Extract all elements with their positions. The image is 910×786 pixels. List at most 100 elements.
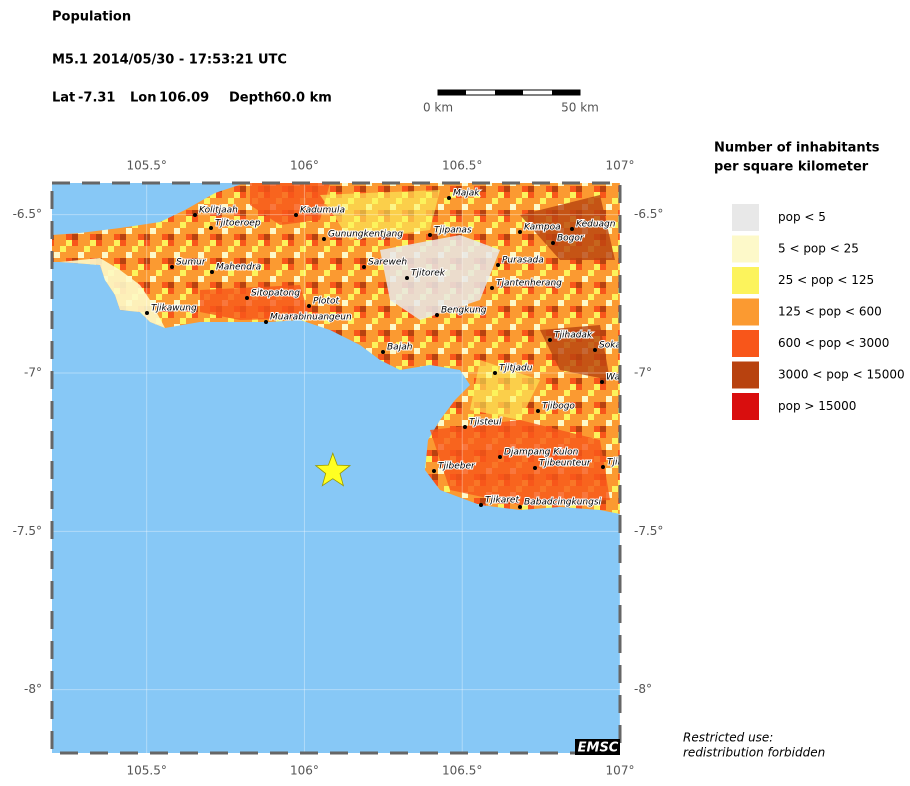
lon-tick-label: 106.5° [442, 159, 482, 173]
town-label: Tjihadak [554, 331, 593, 341]
town-label: Keduagn [576, 220, 616, 230]
town-label: Purasada [502, 256, 544, 266]
town-label: Tjir [607, 458, 622, 468]
lon: 106.09 [159, 91, 209, 106]
legend-title: per square kilometer [714, 160, 869, 175]
depth-label: Depth [229, 91, 273, 106]
lat: -7.31 [78, 91, 115, 106]
lat-tick-label: -7.5° [634, 524, 663, 538]
lon-tick-label: 106.5° [442, 764, 482, 778]
lon-tick-label: 106° [290, 764, 319, 778]
town-label: Majak [453, 189, 480, 199]
legend-label: 600 < pop < 3000 [778, 336, 889, 350]
land-very-dense [520, 195, 615, 380]
town-label: Tjibeunteur [539, 459, 592, 469]
town-label: Tjantenherang [496, 279, 562, 289]
town-label: Tjibeber [438, 462, 476, 472]
town-label: Sitopatong [251, 289, 300, 299]
lat-tick-label: -8° [634, 682, 652, 696]
title: Population [52, 10, 131, 25]
legend-swatch [732, 204, 759, 231]
town-dot [536, 409, 540, 413]
lat-tick-label: -7° [634, 366, 652, 380]
town-label: Tjitorek [411, 269, 446, 279]
town-dot [490, 286, 494, 290]
town-label: Kampoa [524, 223, 561, 233]
town-dot [496, 263, 500, 267]
town-dot [533, 466, 537, 470]
town-dot [264, 320, 268, 324]
town-dot [428, 233, 432, 237]
town-dot [600, 380, 604, 384]
town-dot [493, 371, 497, 375]
town-dot [405, 276, 409, 280]
town-dot [551, 241, 555, 245]
town-label: Soka [599, 341, 621, 351]
town-dot [432, 469, 436, 473]
credit-bg [575, 739, 620, 755]
town-label: Bogor [557, 234, 585, 244]
town-label: Sareweh [368, 258, 407, 268]
legend-label: pop < 5 [778, 210, 826, 224]
lon-tick-label: 105.5° [126, 159, 166, 173]
town-dot [322, 237, 326, 241]
town-dot [209, 226, 213, 230]
legend-label: pop > 15000 [778, 399, 856, 413]
town-label: Tjitjadu [499, 364, 533, 374]
legend-swatch [732, 235, 759, 263]
town-label: Kadumula [300, 206, 345, 216]
lat-tick-label: -8° [24, 682, 42, 696]
legend-title: Number of inhabitants [714, 141, 880, 156]
legend-label: 5 < pop < 25 [778, 242, 859, 256]
lon-tick-label: 105.5° [126, 764, 166, 778]
town-label: Plotot [313, 297, 339, 307]
town-dot [193, 213, 197, 217]
lon-tick-label: 107° [606, 764, 635, 778]
frame [50, 181, 622, 755]
town-dot [170, 265, 174, 269]
legend-label: 3000 < pop < 15000 [778, 368, 905, 382]
lon-label: Lon [130, 91, 156, 106]
town-dot [381, 350, 385, 354]
town-label: Mahendra [216, 263, 261, 273]
town-label: Wa [606, 373, 620, 383]
town-dot [518, 505, 522, 509]
notice: Restricted use: [683, 731, 773, 745]
town-dot [479, 503, 483, 507]
depth: 60.0 km [273, 91, 332, 106]
legend-swatch [732, 298, 759, 326]
lon-tick-label: 106° [290, 159, 319, 173]
town-label: Babadcingkungsi [524, 498, 602, 508]
scale-bar: 0 km 50 km [423, 89, 599, 115]
lat-tick-label: -7.5° [13, 524, 42, 538]
event: M5.1 2014/05/30 - 17:53:21 UTC [52, 53, 287, 68]
town-dot [294, 213, 298, 217]
town-label: Djampang Kulon [504, 448, 579, 458]
town-dot [245, 296, 249, 300]
lat-tick-label: -7° [24, 366, 42, 380]
town-dot [463, 425, 467, 429]
town-label: Gunungkentjang [328, 230, 403, 240]
lat-tick-label: -6.5° [634, 207, 663, 221]
land-sparse [60, 258, 165, 328]
town-dot [570, 227, 574, 231]
town-dot [518, 230, 522, 234]
town-label: Bajah [387, 343, 413, 353]
lat-tick-label: -6.5° [13, 207, 42, 221]
land-dense [200, 183, 610, 505]
scale-start: 0 km [423, 101, 453, 115]
town-label: Tjibogo [542, 402, 575, 412]
scale-end: 50 km [561, 101, 599, 115]
town-dot [210, 270, 214, 274]
town-dot [435, 313, 439, 317]
legend-label: 25 < pop < 125 [778, 273, 874, 287]
town-dot [145, 311, 149, 315]
town-label: Muarabinuangeun [270, 313, 352, 323]
legend-swatch [732, 330, 759, 357]
town-label: Tjikawung [151, 304, 197, 314]
town-label: Tjitoeroep [215, 219, 261, 229]
town-dot [593, 348, 597, 352]
town-label: Tjipanas [434, 226, 472, 236]
town-dot [307, 304, 311, 308]
